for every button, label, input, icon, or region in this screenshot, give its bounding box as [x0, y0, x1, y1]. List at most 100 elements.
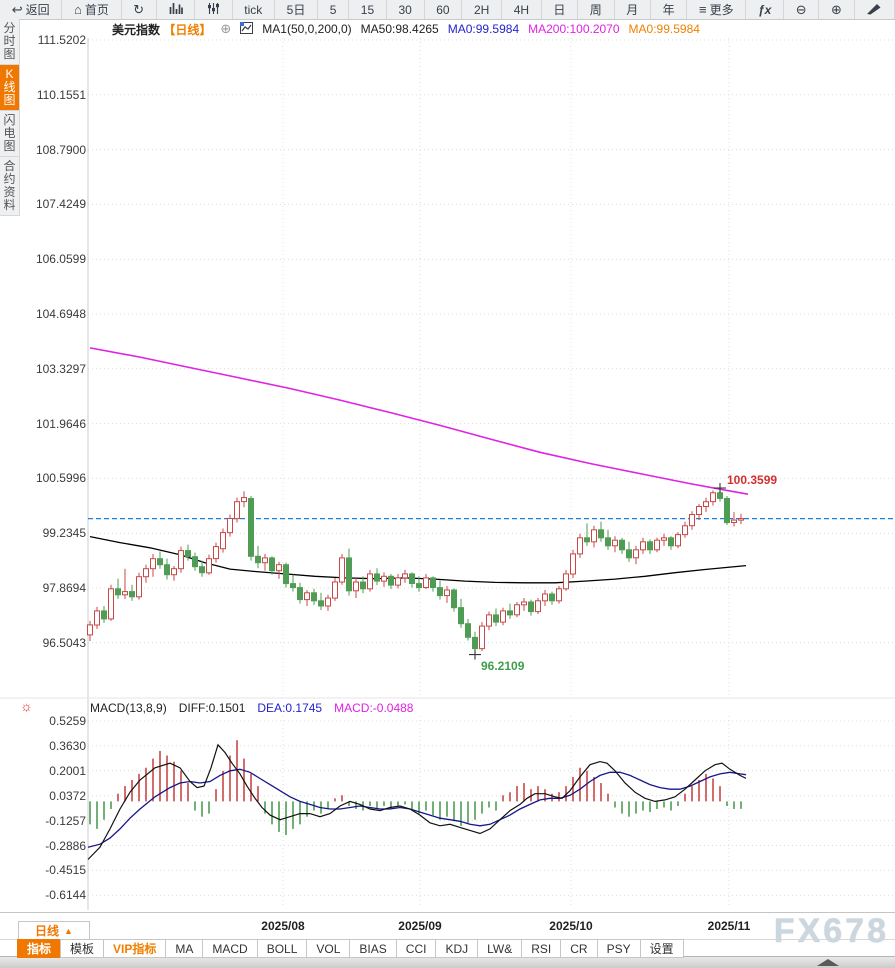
period-dropdown-tab[interactable]: 日线 ▲ — [18, 921, 90, 940]
home-icon: ⌂ — [73, 2, 82, 17]
main-y-tick: 104.6948 — [35, 307, 86, 321]
monthly-button[interactable]: 月 — [615, 0, 651, 19]
symbol-name: 美元指数 — [112, 22, 161, 37]
more-label: 更多 — [709, 3, 734, 17]
home-button[interactable]: ⌂ 首页 — [62, 0, 122, 19]
tab-boll[interactable]: BOLL — [256, 939, 308, 958]
min60-button[interactable]: 60 — [425, 0, 463, 19]
hour2-button[interactable]: 2H — [462, 0, 502, 19]
daily-button[interactable]: 日 — [542, 0, 579, 19]
macd-y-tick: 0.5259 — [49, 714, 86, 728]
yearly-button[interactable]: 年 — [651, 0, 688, 19]
main-y-tick: 97.8694 — [42, 581, 86, 595]
sidebar-item-lightning[interactable]: 闪电图 — [0, 111, 20, 157]
zoom-in-button[interactable]: ⊕ — [819, 0, 855, 19]
sidebar-item-time-share[interactable]: 分时图 — [0, 19, 20, 65]
tab-lw[interactable]: LW& — [477, 939, 523, 958]
macd-formula: MACD(13,8,9) — [90, 701, 167, 715]
macd-y-tick: -0.1257 — [45, 813, 86, 828]
weekly-button[interactable]: 周 — [578, 0, 615, 19]
tab-bias[interactable]: BIAS — [349, 939, 397, 958]
draw-button[interactable] — [855, 0, 895, 19]
min5-button[interactable]: 5 — [318, 0, 350, 19]
tab-rsi[interactable]: RSI — [521, 939, 562, 958]
add-compare-icon[interactable]: ⊕ — [220, 21, 232, 36]
period-tab-label: 日线 — [35, 924, 60, 938]
ma200-value: MA200:100.2070 — [528, 22, 620, 36]
sliders-icon — [207, 2, 220, 17]
collapse-handle[interactable] — [817, 959, 839, 966]
min60-label: 60 — [436, 2, 450, 17]
top-toolbar: ↩ 返回 ⌂ 首页 ↻ tick 5日 5 15 30 60 2H 4H 日周月年 ≡ 更多 ƒx ⊖ ⊕ — [0, 0, 895, 20]
min30-label: 30 — [398, 2, 412, 17]
ma50-value: MA50:98.4265 — [360, 22, 439, 36]
sidebar-item-contract-info[interactable]: 合约资料 — [0, 157, 20, 216]
tab-ma[interactable]: MA — [165, 939, 204, 958]
formula-button[interactable]: ƒx — [746, 0, 784, 19]
daily-label: 日 — [553, 3, 566, 17]
tick-label: tick — [244, 2, 263, 17]
tab-psy[interactable]: PSY — [596, 939, 641, 958]
home-label: 首页 — [84, 3, 109, 17]
main-y-tick: 99.2345 — [42, 526, 86, 541]
tab-indicator[interactable]: 指标 — [17, 939, 62, 958]
main-y-tick: 106.0599 — [35, 252, 86, 267]
tab-vip-indicator[interactable]: VIP指标 — [103, 939, 167, 958]
chevron-up-icon: ▲ — [64, 925, 73, 936]
ma0-orange-value: MA0:99.5984 — [628, 22, 700, 36]
tab-kdj[interactable]: KDJ — [435, 939, 479, 958]
main-y-tick: 111.5202 — [37, 33, 86, 47]
macd-y-tick: -0.6144 — [45, 888, 86, 903]
x-axis-tick: 2025/11 — [707, 919, 751, 933]
macd-y-tick: 0.3630 — [49, 738, 86, 753]
low-price-annotation: 96.2109 — [481, 658, 525, 673]
macd-header-row: MACD(13,8,9) DIFF:0.1501 DEA:0.1745 MACD… — [90, 701, 413, 715]
hour4-label: 4H — [513, 2, 530, 17]
min15-button[interactable]: 15 — [349, 0, 387, 19]
tab-template[interactable]: 模板 — [60, 939, 105, 958]
hour4-button[interactable]: 4H — [502, 0, 542, 19]
macd-dea-value: DEA:0.1745 — [257, 701, 323, 715]
min30-button[interactable]: 30 — [387, 0, 425, 19]
tab-cci[interactable]: CCI — [395, 939, 437, 958]
main-y-tick: 96.5043 — [42, 635, 86, 650]
tab-settings[interactable]: 设置 — [639, 939, 684, 958]
macd-y-tick: -0.2886 — [45, 838, 86, 853]
macd-y-tick: -0.4515 — [45, 863, 86, 878]
tab-macd[interactable]: MACD — [202, 939, 258, 958]
refresh-icon: ↻ — [133, 2, 145, 17]
tick-button[interactable]: tick — [233, 0, 275, 19]
chart-type-button[interactable] — [157, 0, 196, 19]
monthly-label: 月 — [626, 3, 639, 17]
x-axis-tick: 2025/08 — [261, 919, 305, 933]
macd-hist-value: MACD:-0.0488 — [334, 701, 414, 715]
min15-label: 15 — [360, 2, 375, 17]
main-y-tick: 101.9646 — [35, 416, 86, 431]
tab-vol[interactable]: VOL — [306, 939, 351, 958]
main-y-tick: 110.1551 — [36, 87, 86, 102]
main-y-tick: 103.3297 — [35, 361, 86, 376]
main-y-tick: 107.4249 — [35, 197, 86, 212]
5day-button[interactable]: 5日 — [275, 0, 319, 19]
mini-chart-icon[interactable] — [240, 21, 254, 37]
5day-label: 5日 — [286, 3, 306, 17]
hour2-label: 2H — [473, 2, 490, 17]
back-button[interactable]: ↩ 返回 — [0, 0, 63, 19]
macd-settings-icon[interactable]: ☼ — [20, 698, 33, 714]
indicator-sliders-button[interactable] — [195, 0, 233, 19]
chart-title-row: 美元指数 【日线】 ⊕ MA1(50,0,200,0) MA50:98.4265… — [112, 21, 700, 37]
zoom-out-icon: ⊖ — [795, 2, 807, 17]
refresh-button[interactable]: ↻ — [122, 0, 157, 19]
yearly-label: 年 — [662, 3, 675, 17]
weekly-label: 周 — [589, 3, 602, 17]
macd-y-tick: 0.0372 — [49, 788, 86, 803]
zoom-out-button[interactable]: ⊖ — [784, 0, 820, 19]
undo-icon: ↩ — [11, 2, 23, 17]
tab-cr[interactable]: CR — [560, 939, 598, 958]
more-button[interactable]: ≡ 更多 — [687, 0, 747, 19]
macd-diff-value: DIFF:0.1501 — [178, 701, 246, 715]
